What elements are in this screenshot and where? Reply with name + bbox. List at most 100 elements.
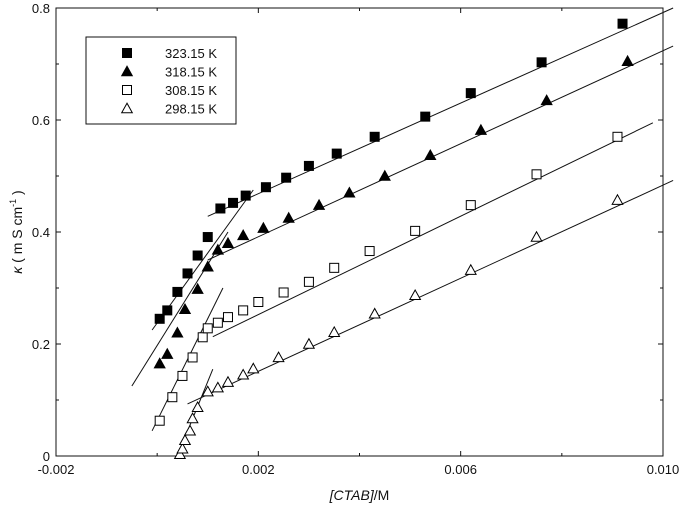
data-point: [192, 250, 203, 261]
data-point: [212, 317, 223, 328]
series-markers: [173, 193, 624, 460]
data-point: [540, 94, 553, 106]
data-point: [302, 337, 316, 349]
data-point: [228, 197, 239, 208]
fit-line: [212, 122, 654, 338]
data-point: [465, 88, 476, 99]
data-point: [221, 236, 235, 248]
legend-label: 318.15 K: [165, 65, 217, 80]
data-point: [531, 169, 542, 180]
legend-label: 323.15 K: [165, 46, 217, 61]
legend-marker: [120, 65, 134, 77]
data-point: [424, 148, 437, 161]
data-point: [202, 323, 213, 334]
data-point: [364, 246, 375, 257]
data-point: [173, 447, 187, 460]
data-point: [221, 375, 235, 387]
data-point: [178, 433, 192, 446]
data-point: [272, 351, 285, 363]
data-point: [612, 131, 623, 142]
fit-line: [151, 287, 224, 432]
y-tick-label: 0.4: [32, 225, 50, 240]
data-point: [378, 169, 391, 181]
data-point: [222, 312, 233, 323]
data-point: [153, 357, 166, 369]
data-point: [617, 18, 628, 29]
y-axis-label-close: ): [9, 190, 25, 199]
data-point: [465, 200, 476, 211]
x-tick-label: 0.002: [242, 462, 275, 477]
data-point: [621, 54, 634, 66]
data-point: [167, 392, 178, 403]
data-point: [201, 385, 214, 397]
data-point: [186, 412, 199, 424]
data-point: [238, 305, 249, 316]
legend-box: [85, 36, 237, 125]
data-point: [172, 286, 183, 297]
data-point: [187, 352, 198, 363]
legend-item: 308.15 K: [122, 83, 217, 98]
data-point: [202, 232, 213, 243]
data-point: [240, 190, 251, 201]
y-tick-label: 0.8: [32, 1, 50, 16]
y-axis-label: κ ( m S cm-1 ): [8, 190, 25, 273]
data-point: [201, 260, 214, 272]
series-markers: [154, 18, 628, 324]
legend-label: 298.15 K: [165, 102, 217, 117]
data-point: [237, 229, 250, 241]
y-tick-label: 0: [43, 449, 50, 464]
axis-ticks: [55, 7, 664, 457]
legend: 323.15 K 318.15 K 308.15 K 298.15 K: [85, 36, 237, 125]
data-point: [177, 370, 188, 381]
x-tick-label: 0.006: [444, 462, 477, 477]
data-point: [464, 263, 477, 275]
fit-line: [207, 45, 674, 261]
data-point: [329, 262, 340, 273]
data-point: [211, 381, 225, 393]
legend-items: 323.15 K 318.15 K 308.15 K 298.15 K: [120, 46, 217, 117]
x-axis-label-unit: /M: [374, 487, 390, 503]
data-point: [215, 203, 226, 214]
data-point: [368, 307, 381, 319]
legend-marker: [122, 85, 132, 95]
data-point: [247, 362, 260, 374]
data-point: [237, 368, 250, 380]
x-tick-label: -0.002: [38, 462, 75, 477]
data-point: [536, 57, 547, 68]
data-point: [178, 302, 192, 315]
data-point: [420, 111, 431, 122]
data-point: [197, 332, 208, 343]
data-point: [343, 186, 356, 198]
y-axis-label-kappa: κ: [9, 266, 25, 274]
data-point: [191, 400, 204, 413]
data-point: [257, 221, 270, 233]
fit-line: [207, 7, 674, 217]
data-point: [161, 347, 174, 359]
data-point: [211, 243, 225, 255]
data-point: [408, 288, 422, 301]
data-point: [154, 415, 165, 426]
data-markers: [153, 18, 634, 460]
data-point: [176, 442, 189, 454]
data-point: [303, 276, 314, 287]
data-point: [369, 131, 380, 142]
legend-item: 323.15 K: [122, 46, 217, 61]
legend-label: 308.15 K: [165, 83, 217, 98]
fit-line: [187, 180, 674, 405]
fit-line: [131, 231, 229, 387]
legend-marker: [120, 102, 134, 114]
data-point: [183, 424, 197, 436]
data-point: [154, 313, 165, 324]
data-point: [162, 305, 173, 316]
data-point: [260, 182, 271, 193]
y-tick-label: 0.2: [32, 337, 50, 352]
data-point: [474, 123, 488, 135]
data-point: [191, 282, 204, 294]
data-point: [530, 230, 543, 242]
data-point: [278, 287, 289, 298]
data-point: [282, 211, 295, 223]
data-point: [611, 193, 624, 205]
y-tick-label: 0.6: [32, 113, 50, 128]
data-point: [171, 326, 184, 338]
tick-labels: -0.002 0.002 0.006 0.010 0 0.2 0.4 0.6 0.8: [32, 1, 679, 477]
